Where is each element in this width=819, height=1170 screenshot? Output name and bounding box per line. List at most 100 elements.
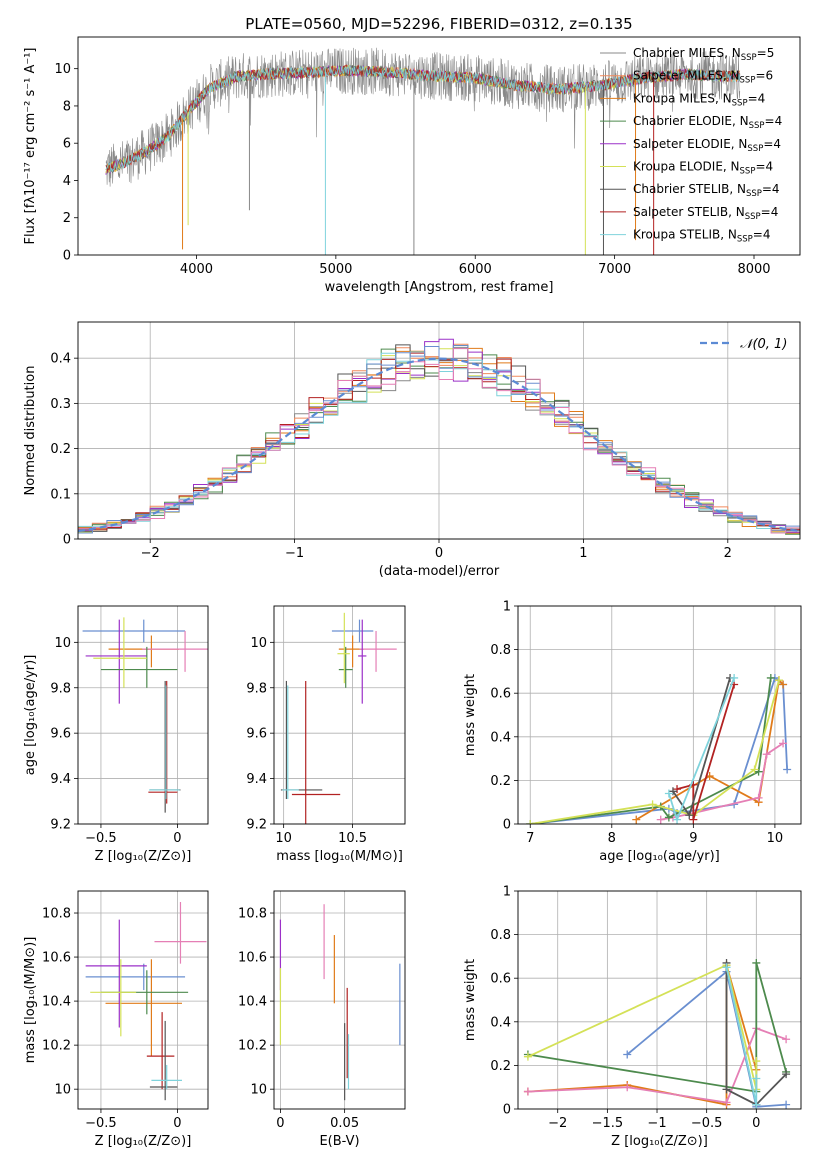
x-axis-label: wavelength [Angstrom, rest frame] bbox=[325, 280, 554, 295]
y-tick-label: 6 bbox=[63, 137, 71, 152]
errorbar-point bbox=[85, 963, 186, 991]
x-tick-label: 0 bbox=[173, 1116, 181, 1131]
y-axis-label: age [log₁₀(age/yr)] bbox=[23, 655, 38, 776]
legend-entry: Chabrier STELIB, NSSP=4 bbox=[633, 182, 780, 199]
y-axis-label: mass weight bbox=[463, 959, 478, 1041]
y-tick-label: 0.4 bbox=[490, 730, 511, 745]
legend-label: Kroupa MILES, N bbox=[633, 91, 732, 105]
y-axis-label: Normed distribution bbox=[23, 366, 38, 496]
x-tick-label: 6000 bbox=[459, 262, 492, 277]
errorbar-point bbox=[154, 902, 207, 964]
x-tick-label: 0 bbox=[173, 831, 181, 846]
y-tick-label: 0 bbox=[503, 818, 511, 833]
data-point bbox=[730, 673, 739, 682]
y-tick-label: 9.8 bbox=[246, 681, 267, 696]
legend-sub: SSP bbox=[741, 53, 757, 63]
x-axis-label: Z [log₁₀(Z/Z⊙)] bbox=[611, 1134, 708, 1149]
legend-label: Kroupa STELIB, N bbox=[633, 228, 737, 242]
y-tick-label: 10.6 bbox=[42, 951, 71, 966]
x-tick-label: 7000 bbox=[598, 262, 631, 277]
y-tick-label: 0 bbox=[63, 249, 71, 264]
panel-age-vs-Z: −0.5 0 9.2 9.4 9.6 9.8 10 Z [log₁₀(Z/Z⊙)] age [l… bbox=[23, 605, 209, 864]
data-point bbox=[779, 680, 788, 689]
x-tick-label: −1 bbox=[285, 546, 304, 561]
data-point bbox=[752, 958, 761, 967]
data-point bbox=[664, 813, 673, 822]
legend-entry: Kroupa ELODIE, NSSP=4 bbox=[633, 160, 773, 177]
panel-residuals: −2 −1 0 1 2 0 0.1 0.2 0.3 0.4 (data-model)/error No… bbox=[23, 321, 801, 579]
axes-frame bbox=[517, 890, 802, 1110]
data-point bbox=[752, 1057, 761, 1066]
errorbar-point bbox=[85, 919, 147, 1028]
data-point bbox=[752, 1074, 761, 1083]
errorbar-point bbox=[148, 680, 178, 804]
axes-frame bbox=[77, 36, 801, 256]
series-line bbox=[527, 962, 787, 1093]
spectrum-data-line bbox=[105, 47, 741, 187]
histogram-series bbox=[78, 348, 800, 534]
legend-label: Chabrier STELIB, N bbox=[633, 182, 746, 196]
series-line bbox=[530, 676, 788, 824]
series-line bbox=[725, 967, 758, 1105]
y-axis-label: mass [log₁₀(M/M⊙)] bbox=[23, 937, 38, 1064]
data-point bbox=[623, 1083, 632, 1092]
legend-label: 𝒩(0, 1) bbox=[740, 337, 787, 352]
errorbar-point bbox=[358, 619, 367, 704]
x-tick-label: 8000 bbox=[737, 262, 770, 277]
x-tick-label: −0.5 bbox=[85, 1116, 117, 1131]
x-tick-label: 9 bbox=[689, 831, 697, 846]
weight-series bbox=[526, 673, 792, 824]
y-tick-label: 0.2 bbox=[490, 774, 511, 789]
legend-label: Chabrier MILES, N bbox=[633, 46, 741, 60]
y-tick-label: 8 bbox=[63, 99, 71, 114]
data-point bbox=[685, 811, 694, 820]
x-tick-label: 10 bbox=[275, 831, 292, 846]
plot-area bbox=[526, 673, 792, 824]
y-tick-label: 10 bbox=[54, 636, 71, 651]
errorbar-point bbox=[93, 617, 147, 688]
data-point bbox=[722, 1085, 731, 1094]
data-point bbox=[722, 963, 731, 972]
y-axis-label: Flux [fλ10⁻¹⁷ erg cm⁻² s⁻¹ A⁻¹] bbox=[23, 48, 38, 245]
plot-area bbox=[280, 612, 397, 824]
axes-frame bbox=[517, 605, 802, 825]
panel-weight-vs-age: 7 8 9 10 0 0.2 0.4 0.6 0.8 1 age [log₁₀(age/yr)] ma… bbox=[463, 600, 802, 864]
y-tick-label: 9.8 bbox=[50, 681, 71, 696]
data-point bbox=[673, 815, 682, 824]
legend-label: Salpeter ELODIE, N bbox=[633, 137, 747, 151]
legend-suffix: =5 bbox=[757, 46, 775, 60]
legend-label: Chabrier ELODIE, N bbox=[633, 114, 749, 128]
x-axis-label: Z [log₁₀(Z/Z⊙)] bbox=[95, 849, 192, 864]
x-axis-label: E(B-V) bbox=[319, 1134, 359, 1149]
x-axis-label: mass [log₁₀(M/M⊙)] bbox=[276, 849, 403, 864]
y-tick-label: 10.2 bbox=[238, 1039, 267, 1054]
legend-entry: Salpeter ELODIE, NSSP=4 bbox=[633, 137, 781, 154]
legend-sub: SSP bbox=[740, 167, 756, 177]
errorbar-point bbox=[337, 612, 350, 684]
legend-suffix: =4 bbox=[763, 137, 781, 151]
weight-series bbox=[526, 676, 783, 824]
legend-sub: SSP bbox=[740, 76, 756, 86]
legend-entry: Salpeter STELIB, NSSP=4 bbox=[633, 205, 778, 222]
panel-weight-vs-Z: −2 −1.5 −1 −0.5 0 0 0.2 0.4 0.6 0.8 1 Z [log₁₀(Z/Z⊙… bbox=[463, 885, 802, 1149]
data-point bbox=[782, 1100, 791, 1109]
panel-mass-vs-EBV: 0 0.05 10 10.2 10.4 10.6 10.8 E(B-V) bbox=[238, 890, 406, 1149]
legend-label: Kroupa ELODIE, N bbox=[633, 160, 740, 174]
y-tick-label: 10 bbox=[250, 636, 267, 651]
histogram-series bbox=[78, 345, 800, 534]
y-tick-label: 2 bbox=[63, 211, 71, 226]
legend-suffix: =4 bbox=[761, 205, 779, 219]
data-point bbox=[754, 767, 763, 776]
data-point bbox=[774, 676, 783, 685]
y-tick-label: 0.1 bbox=[50, 487, 71, 502]
errorbar-point bbox=[100, 646, 178, 688]
data-point bbox=[783, 765, 792, 774]
x-tick-label: −2 bbox=[548, 1116, 567, 1131]
x-tick-label: −0.5 bbox=[85, 831, 117, 846]
x-tick-label: 4000 bbox=[180, 262, 213, 277]
legend-entry: Salpeter MILES, NSSP=6 bbox=[633, 69, 773, 86]
model-line bbox=[105, 65, 741, 173]
legend-suffix: =4 bbox=[765, 114, 783, 128]
